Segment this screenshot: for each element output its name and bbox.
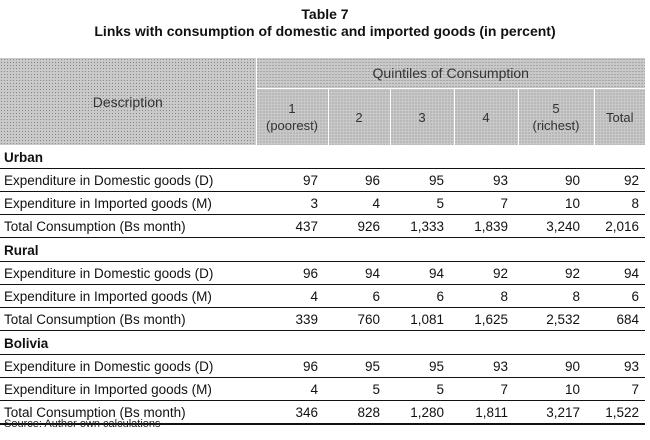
row-label: Expenditure in Domestic goods (D) <box>0 354 256 378</box>
quintiles-header: Quintiles of Consumption <box>256 58 645 89</box>
table-cell: 94 <box>328 261 390 285</box>
table-caption: Table 7 Links with consumption of domest… <box>0 6 650 40</box>
table-cell: 3,240 <box>518 214 594 238</box>
table-cell: 94 <box>390 261 454 285</box>
table-cell: 7 <box>594 377 645 401</box>
table-cell: 10 <box>518 191 594 215</box>
row-label: Expenditure in Domestic goods (D) <box>0 261 256 285</box>
table-cell: 346 <box>256 400 328 425</box>
table-row: Total Consumption (Bs month) 346 828 1,2… <box>0 400 645 425</box>
section-row: Urban <box>0 145 645 169</box>
table-cell: 97 <box>256 168 328 192</box>
section-label: Urban <box>0 145 645 169</box>
table-cell: 8 <box>454 284 518 308</box>
table-cell: 1,081 <box>390 307 454 331</box>
table-cell: 828 <box>328 400 390 425</box>
row-label: Expenditure in Imported goods (M) <box>0 191 256 215</box>
column-header: 5 (richest) <box>518 88 595 145</box>
table-cell: 96 <box>328 168 390 192</box>
table-cell: 1,522 <box>594 400 645 425</box>
table-cell: 1,839 <box>454 214 518 238</box>
table-cell: 8 <box>594 191 645 215</box>
table-cell: 3,217 <box>518 400 594 425</box>
table-row: Expenditure in Imported goods (M) 4 6 6 … <box>0 284 645 308</box>
table-cell: 92 <box>594 168 645 192</box>
table-cell: 96 <box>256 354 328 378</box>
table-row: Total Consumption (Bs month) 339 760 1,0… <box>0 307 645 331</box>
section-row: Bolivia <box>0 330 645 355</box>
table-cell: 94 <box>594 261 645 285</box>
table-cell: 8 <box>518 284 594 308</box>
section-row: Rural <box>0 237 645 262</box>
source-note: Source: Author own calculations <box>4 418 161 430</box>
table-cell: 95 <box>390 354 454 378</box>
table-cell: 1,811 <box>454 400 518 425</box>
table-cell: 2,016 <box>594 214 645 238</box>
table-cell: 7 <box>454 377 518 401</box>
table-cell: 92 <box>454 261 518 285</box>
section-label: Bolivia <box>0 330 645 355</box>
table-cell: 5 <box>390 377 454 401</box>
consumption-table: Description Quintiles of Consumption 1 (p… <box>0 58 645 425</box>
table-row: Expenditure in Domestic goods (D) 96 94 … <box>0 261 645 285</box>
table-cell: 437 <box>256 214 328 238</box>
table-cell: 93 <box>454 168 518 192</box>
table-cell: 1,280 <box>390 400 454 425</box>
column-header: 4 <box>454 88 519 145</box>
table-cell: 1,333 <box>390 214 454 238</box>
description-header: Description <box>0 58 257 145</box>
table-cell: 339 <box>256 307 328 331</box>
column-header: 1 (poorest) <box>256 88 329 145</box>
row-label: Expenditure in Imported goods (M) <box>0 284 256 308</box>
table-cell: 684 <box>594 307 645 331</box>
table-cell: 93 <box>594 354 645 378</box>
table-cell: 4 <box>256 377 328 401</box>
row-label: Expenditure in Imported goods (M) <box>0 377 256 401</box>
table-title: Table 7 <box>301 6 349 22</box>
table-cell: 6 <box>594 284 645 308</box>
table-cell: 10 <box>518 377 594 401</box>
table-cell: 3 <box>256 191 328 215</box>
column-header: 3 <box>390 88 455 145</box>
table-cell: 760 <box>328 307 390 331</box>
table-subtitle: Links with consumption of domestic and i… <box>94 23 556 39</box>
table-cell: 7 <box>454 191 518 215</box>
table-cell: 92 <box>518 261 594 285</box>
column-header: Total <box>594 88 645 145</box>
row-label: Total Consumption (Bs month) <box>0 214 256 238</box>
table-cell: 5 <box>328 377 390 401</box>
table-row: Expenditure in Imported goods (M) 3 4 5 … <box>0 191 645 215</box>
table-cell: 96 <box>256 261 328 285</box>
table-cell: 90 <box>518 168 594 192</box>
row-label: Total Consumption (Bs month) <box>0 307 256 331</box>
table-cell: 6 <box>390 284 454 308</box>
table-cell: 95 <box>390 168 454 192</box>
table-cell: 1,625 <box>454 307 518 331</box>
table-row: Expenditure in Domestic goods (D) 96 95 … <box>0 354 645 378</box>
table-cell: 6 <box>328 284 390 308</box>
table-cell: 926 <box>328 214 390 238</box>
table-row: Expenditure in Imported goods (M) 4 5 5 … <box>0 377 645 401</box>
table-cell: 4 <box>256 284 328 308</box>
table-cell: 95 <box>328 354 390 378</box>
table-row: Expenditure in Domestic goods (D) 97 96 … <box>0 168 645 192</box>
section-label: Rural <box>0 237 645 262</box>
table-cell: 4 <box>328 191 390 215</box>
table-cell: 5 <box>390 191 454 215</box>
table-row: Total Consumption (Bs month) 437 926 1,3… <box>0 214 645 238</box>
table-cell: 90 <box>518 354 594 378</box>
row-label: Expenditure in Domestic goods (D) <box>0 168 256 192</box>
table-cell: 2,532 <box>518 307 594 331</box>
row-label: Total Consumption (Bs month) <box>0 400 256 425</box>
column-header: 2 <box>328 88 391 145</box>
table-cell: 93 <box>454 354 518 378</box>
